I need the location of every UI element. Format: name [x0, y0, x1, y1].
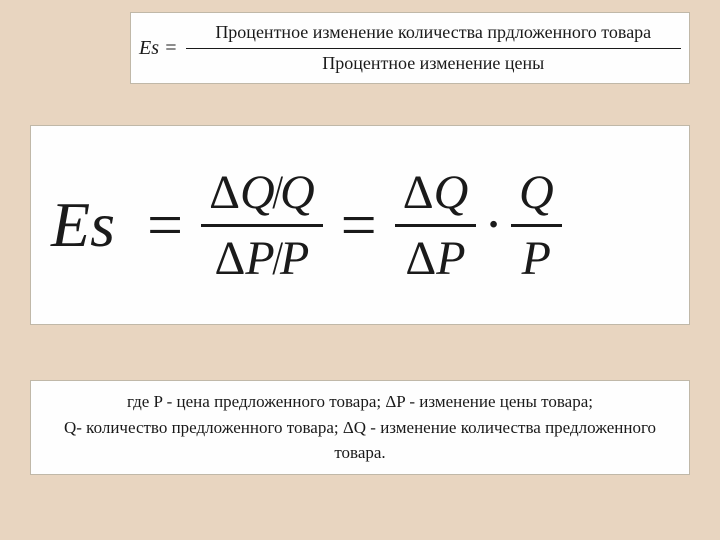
fraction-2-line — [395, 224, 477, 227]
word-formula-box: Es = Процентное изменение количества прд… — [130, 12, 690, 84]
formula1-fraction: Процентное изменение количества прдложен… — [186, 20, 682, 75]
formula2-lhs: Es — [51, 188, 115, 262]
fraction-3-line — [511, 224, 562, 227]
legend-line-1: где P - цена предложенного товара; ΔP - … — [51, 389, 669, 415]
fraction-2-num: ΔQ — [395, 165, 477, 220]
fraction-2-den: ΔP — [395, 231, 477, 286]
legend-line-3: товара. — [51, 440, 669, 466]
formula1-numerator: Процентное изменение количества прдложен… — [186, 20, 682, 45]
fraction-1-line — [201, 224, 323, 227]
equals-1: = — [147, 188, 183, 262]
legend-line-2: Q- количество предложенного товара; ΔQ -… — [51, 415, 669, 441]
fraction-3-den: P — [511, 231, 562, 286]
fraction-1-num: ΔQ/Q — [201, 165, 323, 220]
fraction-3-num: Q — [511, 165, 562, 220]
dot-operator: · — [484, 193, 503, 257]
fraction-1: ΔQ/Q ΔP/P — [201, 165, 323, 286]
equals-2: = — [341, 188, 377, 262]
symbolic-formula-box: Es = ΔQ/Q ΔP/P = ΔQ ΔP · Q P — [30, 125, 690, 325]
fraction-2: ΔQ ΔP — [395, 165, 477, 286]
fraction-1-den: ΔP/P — [201, 231, 323, 286]
formula1-lhs: Es = — [139, 37, 178, 60]
formula1-denominator: Процентное изменение цены — [186, 51, 682, 76]
legend-box: где P - цена предложенного товара; ΔP - … — [30, 380, 690, 475]
formula1-divider — [186, 48, 682, 49]
fraction-3: Q P — [511, 165, 562, 286]
